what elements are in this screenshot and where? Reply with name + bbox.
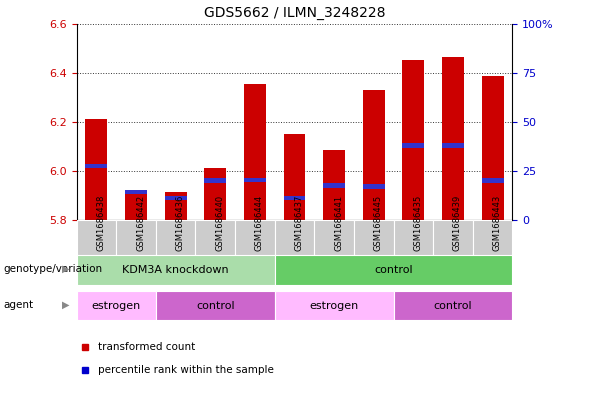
Text: KDM3A knockdown: KDM3A knockdown: [123, 265, 229, 275]
Bar: [204, 169, 226, 220]
Bar: [165, 196, 187, 200]
Bar: [77, 255, 274, 285]
Text: GSM1686436: GSM1686436: [176, 195, 184, 251]
Text: percentile rank within the sample: percentile rank within the sample: [98, 365, 274, 375]
Text: GSM1686437: GSM1686437: [294, 195, 303, 251]
Bar: [363, 184, 385, 189]
Text: GSM1686435: GSM1686435: [413, 195, 422, 251]
Bar: [125, 190, 147, 194]
Bar: [442, 143, 464, 148]
Bar: [315, 220, 354, 255]
Bar: [85, 119, 107, 220]
Text: estrogen: estrogen: [91, 301, 141, 310]
Bar: [244, 84, 266, 220]
Bar: [274, 255, 512, 285]
Text: agent: agent: [3, 299, 33, 310]
Bar: [85, 164, 107, 169]
Bar: [77, 220, 116, 255]
Bar: [116, 220, 156, 255]
Bar: [354, 220, 393, 255]
Text: GSM1686440: GSM1686440: [215, 195, 224, 251]
Bar: [482, 178, 504, 183]
Text: control: control: [374, 265, 413, 275]
Bar: [156, 220, 196, 255]
Bar: [156, 291, 274, 320]
Text: transformed count: transformed count: [98, 342, 196, 352]
Text: genotype/variation: genotype/variation: [3, 264, 102, 274]
Text: control: control: [196, 301, 234, 310]
Bar: [204, 178, 226, 183]
Bar: [244, 178, 266, 182]
Text: GSM1686438: GSM1686438: [97, 195, 105, 251]
Bar: [283, 134, 305, 220]
Bar: [165, 192, 187, 220]
Bar: [393, 291, 512, 320]
Bar: [196, 220, 235, 255]
Text: GSM1686445: GSM1686445: [374, 195, 383, 251]
Text: GSM1686443: GSM1686443: [492, 195, 502, 251]
Bar: [442, 57, 464, 220]
Text: GSM1686439: GSM1686439: [453, 195, 462, 251]
Bar: [77, 291, 156, 320]
Bar: [274, 220, 315, 255]
Bar: [393, 220, 433, 255]
Bar: [402, 61, 424, 220]
Bar: [402, 143, 424, 148]
Bar: [235, 220, 274, 255]
Text: control: control: [434, 301, 472, 310]
Bar: [323, 183, 345, 187]
Bar: [482, 76, 504, 220]
Bar: [363, 90, 385, 220]
Bar: [323, 150, 345, 220]
Text: GSM1686441: GSM1686441: [334, 195, 343, 251]
Text: ▶: ▶: [62, 299, 70, 310]
Text: GSM1686442: GSM1686442: [136, 195, 145, 251]
Bar: [125, 192, 147, 220]
Text: GSM1686444: GSM1686444: [255, 195, 264, 251]
Bar: [473, 220, 512, 255]
Title: GDS5662 / ILMN_3248228: GDS5662 / ILMN_3248228: [204, 6, 385, 20]
Bar: [274, 291, 393, 320]
Bar: [283, 196, 305, 200]
Text: estrogen: estrogen: [309, 301, 359, 310]
Text: ▶: ▶: [62, 264, 70, 274]
Bar: [433, 220, 473, 255]
